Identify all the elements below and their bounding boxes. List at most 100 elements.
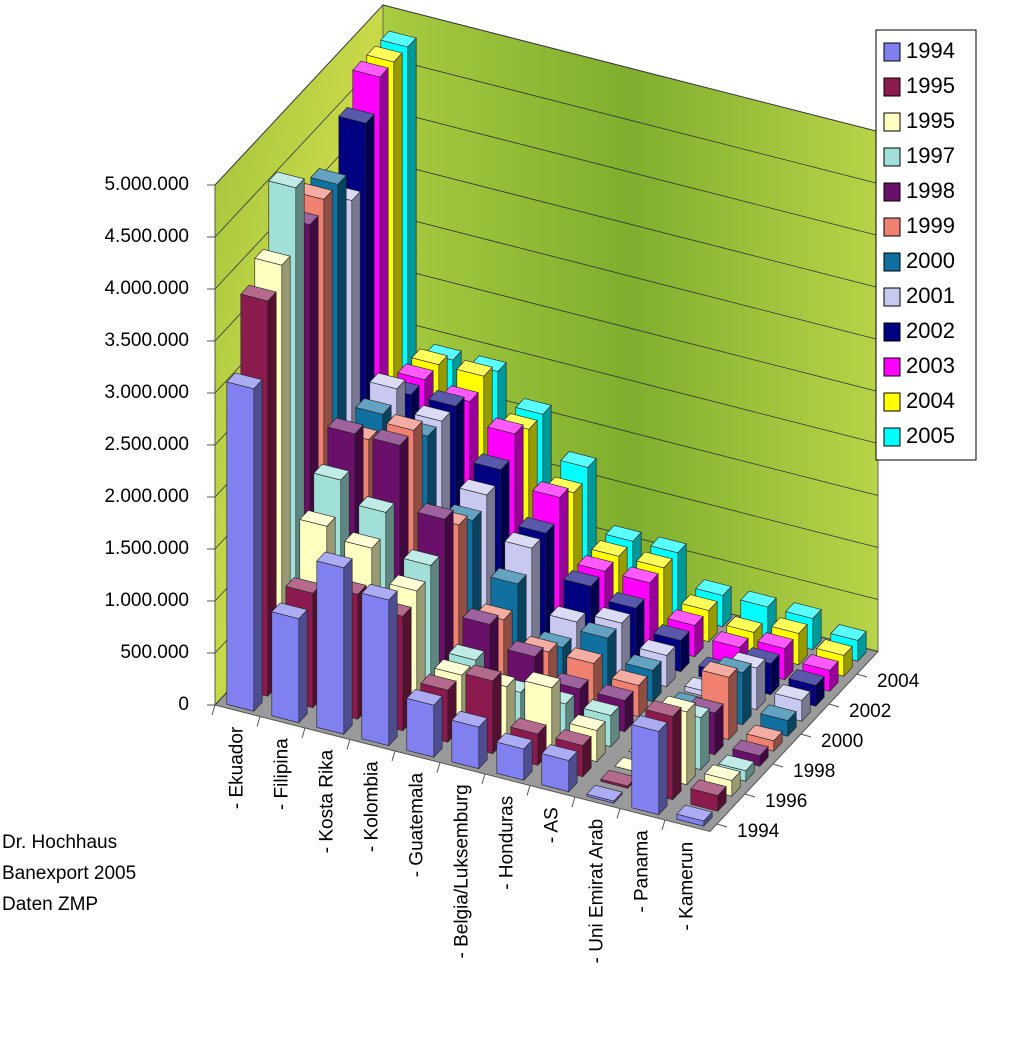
legend-label: 1998 bbox=[906, 178, 955, 203]
legend-label: 2000 bbox=[906, 248, 955, 273]
legend-swatch bbox=[883, 112, 901, 132]
bar-top bbox=[268, 171, 305, 189]
bar-top bbox=[608, 591, 645, 609]
bar-top bbox=[541, 744, 578, 761]
x-tick bbox=[211, 704, 216, 716]
bar-side bbox=[298, 608, 308, 724]
bar-top bbox=[580, 621, 617, 639]
bar-top bbox=[515, 398, 552, 415]
x-tick bbox=[256, 716, 261, 727]
bar-top bbox=[771, 617, 808, 634]
bar-front bbox=[271, 611, 300, 724]
z-tick-label: 1998 bbox=[793, 761, 835, 782]
x-tick-label: - Kamerun bbox=[677, 842, 698, 931]
bar-top bbox=[690, 779, 727, 796]
legend-label: 1999 bbox=[906, 213, 955, 238]
z-tick bbox=[828, 703, 840, 708]
bar-top bbox=[510, 717, 547, 735]
x-tick-label: - Kolombia bbox=[362, 761, 383, 852]
x-tick-label: - AS bbox=[542, 807, 563, 843]
plot bbox=[226, 30, 867, 827]
bar-side bbox=[728, 667, 738, 741]
bar-front bbox=[406, 697, 435, 758]
y-tick-label: 1.500.000 bbox=[104, 538, 189, 559]
bar-side bbox=[742, 662, 752, 726]
bar-top bbox=[695, 579, 732, 596]
z-tick-label: 2002 bbox=[849, 701, 891, 722]
bar-top bbox=[327, 417, 364, 435]
z-tick-label: 2000 bbox=[821, 731, 863, 752]
bar-top bbox=[524, 671, 561, 689]
bar-top bbox=[358, 496, 395, 513]
bar-top bbox=[622, 566, 659, 584]
bar-top bbox=[369, 372, 406, 390]
bar-top bbox=[386, 414, 423, 431]
bar-top bbox=[718, 754, 755, 772]
z-tick bbox=[800, 733, 812, 738]
bar-top bbox=[397, 363, 434, 381]
bar-top bbox=[451, 710, 488, 728]
bar-top bbox=[597, 684, 634, 701]
bar-front bbox=[361, 592, 390, 747]
bar-top bbox=[473, 453, 510, 471]
legend-swatch bbox=[883, 77, 901, 97]
x-tick bbox=[301, 727, 306, 739]
bar-top bbox=[704, 764, 741, 781]
bar-top bbox=[254, 248, 291, 266]
bar-top bbox=[344, 531, 381, 549]
z-tick bbox=[744, 793, 756, 798]
legend-swatch bbox=[883, 42, 901, 62]
y-tick-label: 500.000 bbox=[120, 642, 189, 663]
x-tick bbox=[346, 739, 351, 750]
y-tick-label: 2.000.000 bbox=[104, 486, 189, 507]
annotation: Daten ZMP bbox=[2, 894, 98, 915]
bar-top bbox=[636, 551, 673, 569]
legend-label: 1997 bbox=[906, 143, 955, 168]
bar-top bbox=[760, 704, 797, 721]
bar-top bbox=[271, 602, 308, 620]
x-tick-label: - Honduras bbox=[497, 796, 518, 890]
annotation: Banexport 2005 bbox=[2, 863, 136, 884]
z-tick-label: 1994 bbox=[737, 821, 780, 842]
bar-top bbox=[740, 590, 777, 608]
bar-top bbox=[459, 478, 496, 496]
bar-top bbox=[611, 669, 648, 686]
bar-top bbox=[507, 640, 544, 658]
bar-top bbox=[631, 715, 668, 732]
legend-label: 2005 bbox=[906, 423, 955, 448]
y-tick-label: 5.000.000 bbox=[104, 174, 189, 195]
bar-side bbox=[253, 379, 263, 712]
bar-side bbox=[531, 538, 541, 653]
bar-top bbox=[414, 404, 451, 422]
bar-top bbox=[746, 724, 783, 742]
bar-top bbox=[625, 654, 662, 671]
bar-top bbox=[645, 700, 682, 717]
x-tick bbox=[391, 750, 396, 762]
x-tick-label: - Belgia/Luksemburg bbox=[452, 784, 473, 958]
bar-top bbox=[448, 643, 485, 661]
bar-top bbox=[552, 672, 589, 690]
bar-top bbox=[830, 624, 867, 641]
bar-top bbox=[465, 664, 502, 682]
bar-top bbox=[788, 669, 825, 686]
bar-top bbox=[456, 359, 493, 377]
legend-label: 1995 bbox=[906, 108, 955, 133]
bar bbox=[676, 804, 713, 827]
bar-side bbox=[433, 695, 443, 758]
legend-box bbox=[875, 29, 977, 461]
bar-top bbox=[338, 106, 375, 124]
bar-top bbox=[361, 583, 398, 601]
z-tick bbox=[856, 673, 868, 678]
legend-label: 2001 bbox=[906, 283, 955, 308]
bar bbox=[690, 779, 727, 812]
bar-top bbox=[316, 551, 353, 569]
bar-side bbox=[700, 707, 710, 771]
bar-top bbox=[667, 609, 704, 626]
legend-swatch bbox=[883, 182, 901, 202]
bar-top bbox=[802, 654, 839, 671]
bar-top bbox=[712, 631, 749, 648]
bar-top bbox=[577, 555, 614, 572]
bar-top bbox=[594, 606, 631, 624]
bar-top bbox=[352, 60, 389, 78]
